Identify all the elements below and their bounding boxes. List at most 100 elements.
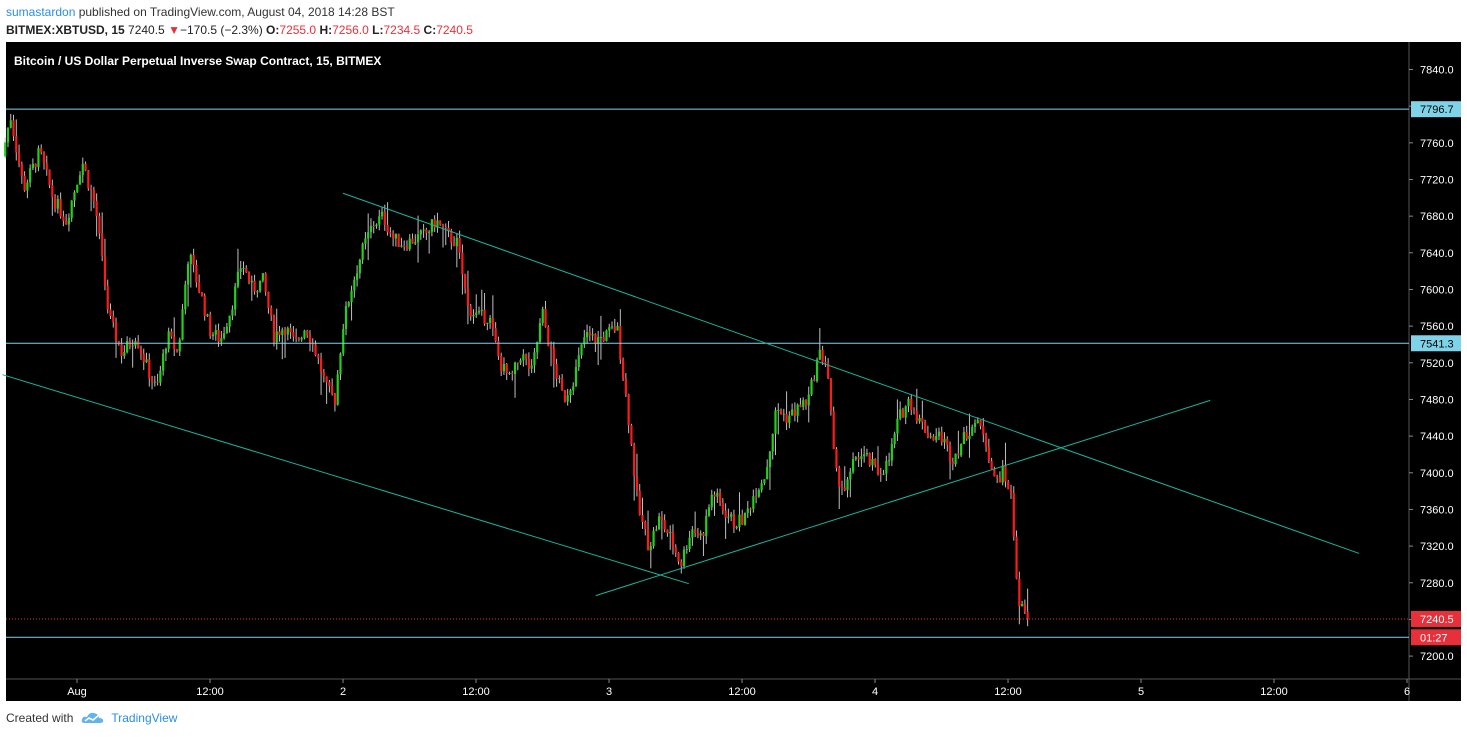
candle-body — [669, 531, 672, 534]
candle-body — [145, 359, 148, 363]
candle-body — [353, 279, 356, 291]
candle-body — [422, 229, 425, 231]
candle-body — [663, 520, 666, 530]
created-with-text: Created with — [6, 711, 74, 725]
candle-body — [59, 199, 62, 217]
candle-body — [993, 469, 996, 477]
price-tick-label: 7200.0 — [1420, 651, 1454, 663]
candle-body — [990, 461, 993, 470]
candle-body — [211, 334, 215, 337]
candle-body — [505, 363, 508, 374]
candle-body — [419, 230, 422, 235]
price-tick-label: 7680.0 — [1420, 211, 1454, 223]
candle-body — [741, 514, 744, 525]
candle-body — [583, 337, 586, 345]
candle-body — [924, 422, 927, 433]
price-tick-label: 7760.0 — [1420, 138, 1454, 150]
candle-body — [62, 216, 65, 221]
candle-body — [250, 280, 253, 283]
candle-body — [885, 460, 888, 474]
candle-body — [572, 386, 575, 391]
candle-body — [37, 148, 40, 168]
candle-body — [552, 348, 555, 365]
candle-body — [297, 338, 301, 340]
candle-body — [181, 309, 184, 340]
candle-body — [774, 410, 777, 434]
candle-body — [627, 394, 630, 426]
price-chart[interactable]: 7840.07800.07760.07720.07680.07640.07600… — [0, 41, 1467, 701]
candle-body — [818, 349, 821, 360]
time-tick-label: 6 — [1404, 686, 1410, 698]
candle-body — [860, 456, 863, 460]
candle-body — [802, 400, 805, 407]
price-tick-label: 7280.0 — [1420, 578, 1454, 590]
candle-body — [220, 338, 223, 342]
candle-body — [519, 360, 522, 363]
candle-body — [319, 358, 323, 373]
candle-body — [364, 238, 367, 244]
candle-body — [887, 460, 891, 462]
candle-body — [921, 417, 924, 423]
candle-body — [865, 452, 869, 455]
candle-body — [599, 336, 603, 338]
candle-body — [186, 264, 190, 285]
candle-body — [696, 533, 700, 536]
horizontal-levels — [6, 108, 1409, 638]
candle-body — [716, 492, 719, 497]
candle-body — [436, 220, 439, 228]
candle-body — [469, 305, 472, 317]
time-axis[interactable] — [6, 679, 1461, 701]
plot-area[interactable] — [6, 42, 1409, 679]
candle-body — [433, 219, 436, 228]
candle-body — [876, 464, 880, 475]
candle-body — [555, 364, 558, 379]
candle-body — [840, 486, 844, 488]
candle-body — [314, 344, 317, 356]
candle-body — [932, 436, 935, 441]
candle-body — [70, 200, 73, 218]
level-tag-label: 7541.3 — [1420, 338, 1454, 350]
candle-body — [912, 410, 916, 412]
tradingview-link[interactable]: TradingView — [111, 711, 178, 725]
candle-body — [935, 436, 938, 441]
candle-body — [450, 230, 453, 243]
candle-body — [699, 533, 702, 536]
price-tick-label: 7560.0 — [1420, 321, 1454, 333]
candle-body — [929, 436, 932, 438]
candle-body — [339, 353, 342, 375]
candle-body — [439, 220, 442, 225]
author-link[interactable]: sumastardon — [6, 5, 76, 19]
price-axis[interactable] — [1409, 42, 1461, 679]
price-tick-label: 7320.0 — [1420, 541, 1454, 553]
candle-body — [771, 433, 774, 452]
candle-body — [148, 359, 151, 379]
candle-body — [710, 494, 713, 508]
candle-body — [893, 433, 896, 445]
candle-body — [685, 549, 688, 551]
candle-body — [34, 163, 37, 168]
candle-body — [641, 515, 644, 522]
candle-body — [12, 120, 15, 137]
low-value: 7234.5 — [383, 23, 421, 37]
candle-body — [239, 268, 242, 272]
time-tick-label: 12:00 — [994, 686, 1022, 698]
candle-body — [178, 339, 181, 352]
candle-body — [904, 406, 907, 418]
candle-body — [480, 309, 483, 311]
high-value: 7256.0 — [332, 23, 369, 37]
candle-body — [674, 546, 677, 553]
high-label: H: — [319, 23, 333, 37]
candle-body — [946, 438, 949, 445]
candle-body — [400, 245, 403, 247]
publish-info: sumastardon published on TradingView.com… — [6, 5, 395, 19]
time-tick-label: 12:00 — [728, 686, 756, 698]
candle-body — [464, 274, 467, 289]
candle-body — [15, 136, 18, 153]
candle-body — [120, 344, 123, 357]
candle-body — [937, 431, 941, 437]
candle-body — [680, 561, 683, 567]
candle-body — [605, 330, 608, 341]
candle-body — [943, 438, 946, 443]
candle-body — [372, 225, 375, 227]
candle-body — [621, 359, 625, 379]
